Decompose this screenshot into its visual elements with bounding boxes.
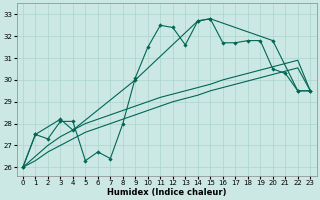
X-axis label: Humidex (Indice chaleur): Humidex (Indice chaleur) (107, 188, 226, 197)
